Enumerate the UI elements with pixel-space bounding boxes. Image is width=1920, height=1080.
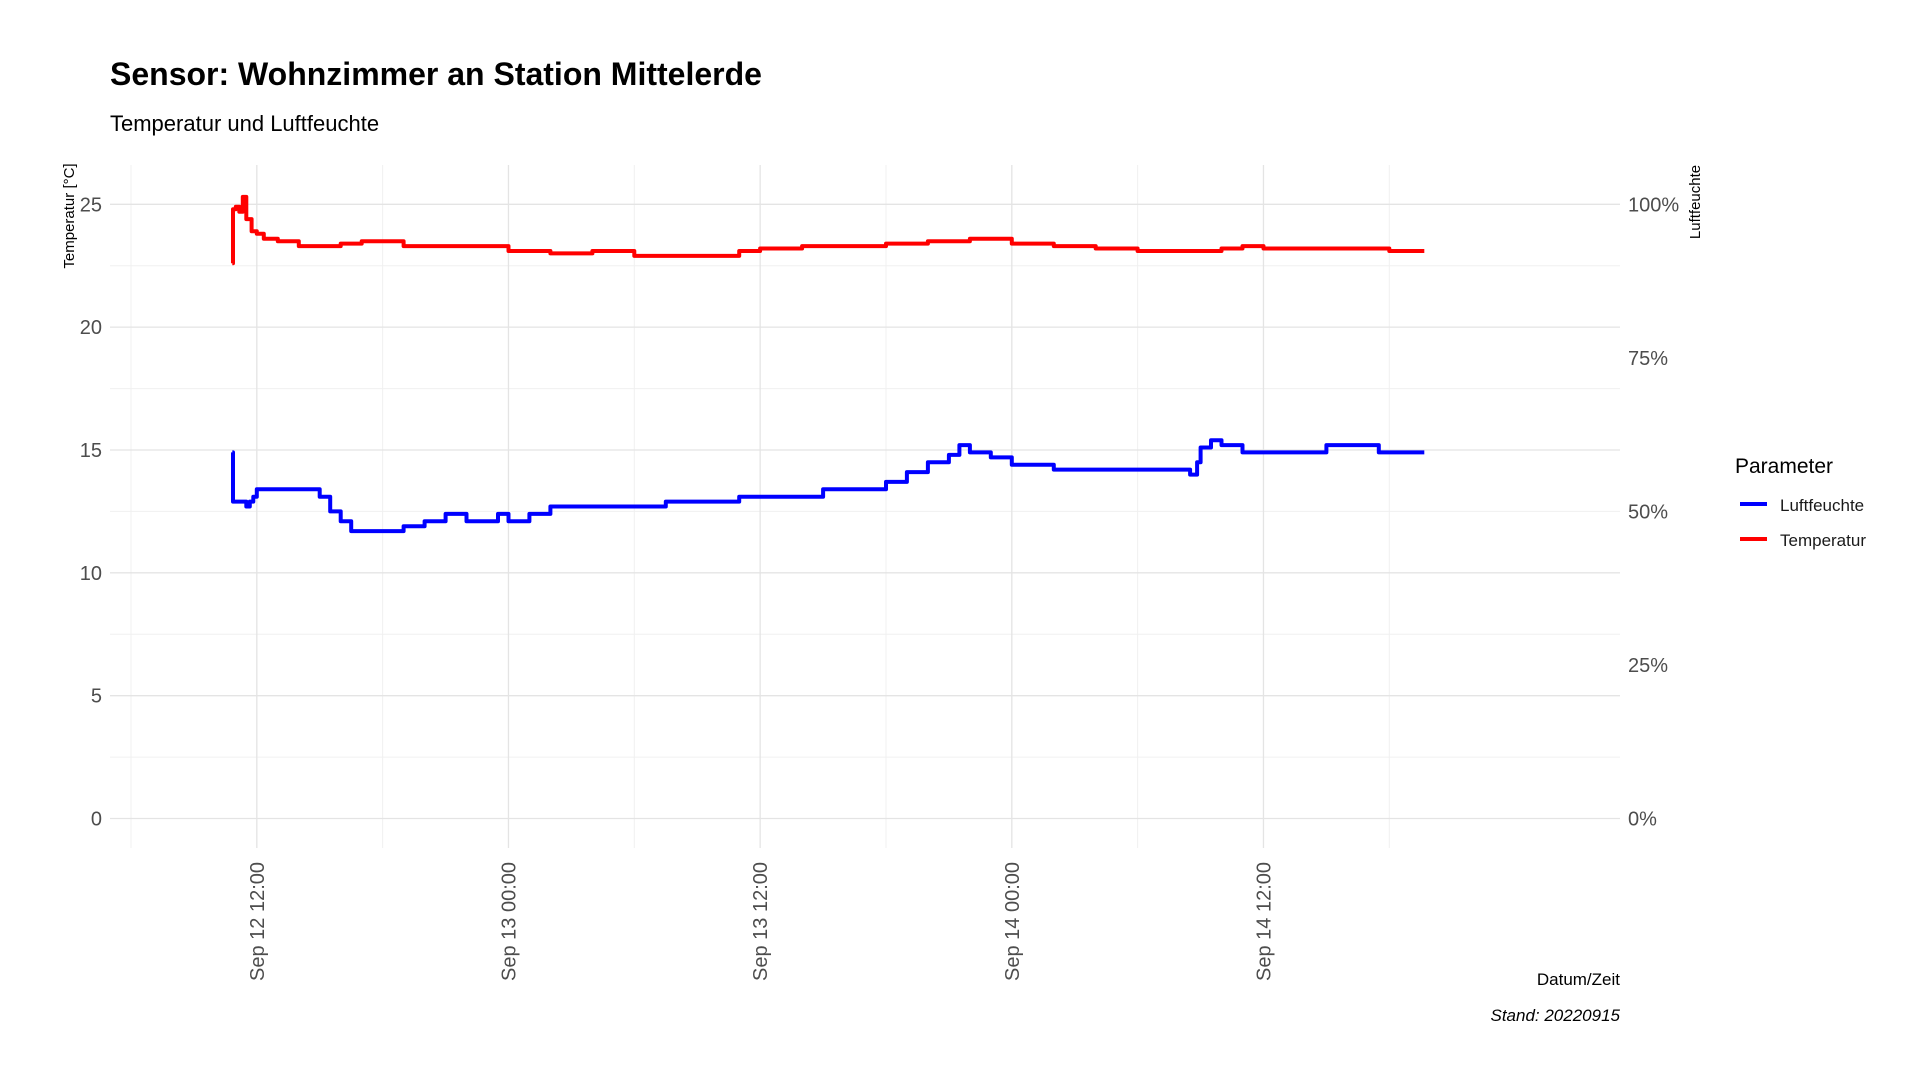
series-line-luftfeuchte: [231, 438, 1425, 534]
y-tick-label: 20: [80, 317, 102, 339]
chart-subtitle: Temperatur und Luftfeuchte: [110, 111, 379, 136]
x-tick-label: Sep 13 12:00: [750, 862, 772, 981]
y-tick-label: 0: [91, 809, 102, 831]
y2-tick-label: 75%: [1628, 348, 1668, 370]
x-axis: Sep 12 12:00 Sep 13 00:00 Sep 13 12:00 Sep …: [247, 862, 1276, 981]
y2-tick-label: 50%: [1628, 501, 1668, 523]
legend-item-luftfeuchte: Luftfeuchte: [1740, 496, 1864, 515]
y-tick-label: 25: [80, 194, 102, 216]
legend-label-luftfeuchte: Luftfeuchte: [1780, 496, 1864, 515]
y-axis-right: 0% 25% 50% 75% 100%: [1628, 194, 1679, 830]
y2-tick-label: 0%: [1628, 809, 1657, 831]
x-axis-label: Datum/Zeit: [1537, 970, 1620, 989]
y2-axis-label: Luftfeuchte: [1687, 165, 1704, 239]
y-tick-label: 5: [91, 686, 102, 708]
series-line-temperatur: [231, 194, 1425, 266]
legend: Parameter Luftfeuchte Temperatur: [1735, 455, 1866, 550]
x-tick-label: Sep 14 12:00: [1253, 862, 1275, 981]
legend-item-temperatur: Temperatur: [1740, 531, 1866, 550]
y2-tick-label: 25%: [1628, 655, 1668, 677]
series-layer: [231, 194, 1425, 534]
chart-title: Sensor: Wohnzimmer an Station Mittelerde: [110, 56, 762, 92]
legend-label-temperatur: Temperatur: [1780, 531, 1866, 550]
y-axis-left: 0 5 10 15 20 25: [80, 194, 102, 830]
grid-major: [110, 165, 1620, 848]
grid-minor: [110, 165, 1620, 848]
y-tick-label: 10: [80, 563, 102, 585]
y2-tick-label: 100%: [1628, 194, 1679, 216]
y-axis-label: Temperatur [°C]: [61, 163, 78, 268]
chart-caption: Stand: 20220915: [1490, 1006, 1620, 1025]
legend-title: Parameter: [1735, 455, 1833, 478]
x-tick-label: Sep 12 12:00: [247, 862, 269, 981]
x-tick-label: Sep 14 00:00: [1002, 862, 1024, 981]
y-tick-label: 15: [80, 440, 102, 462]
x-tick-label: Sep 13 00:00: [498, 862, 520, 981]
